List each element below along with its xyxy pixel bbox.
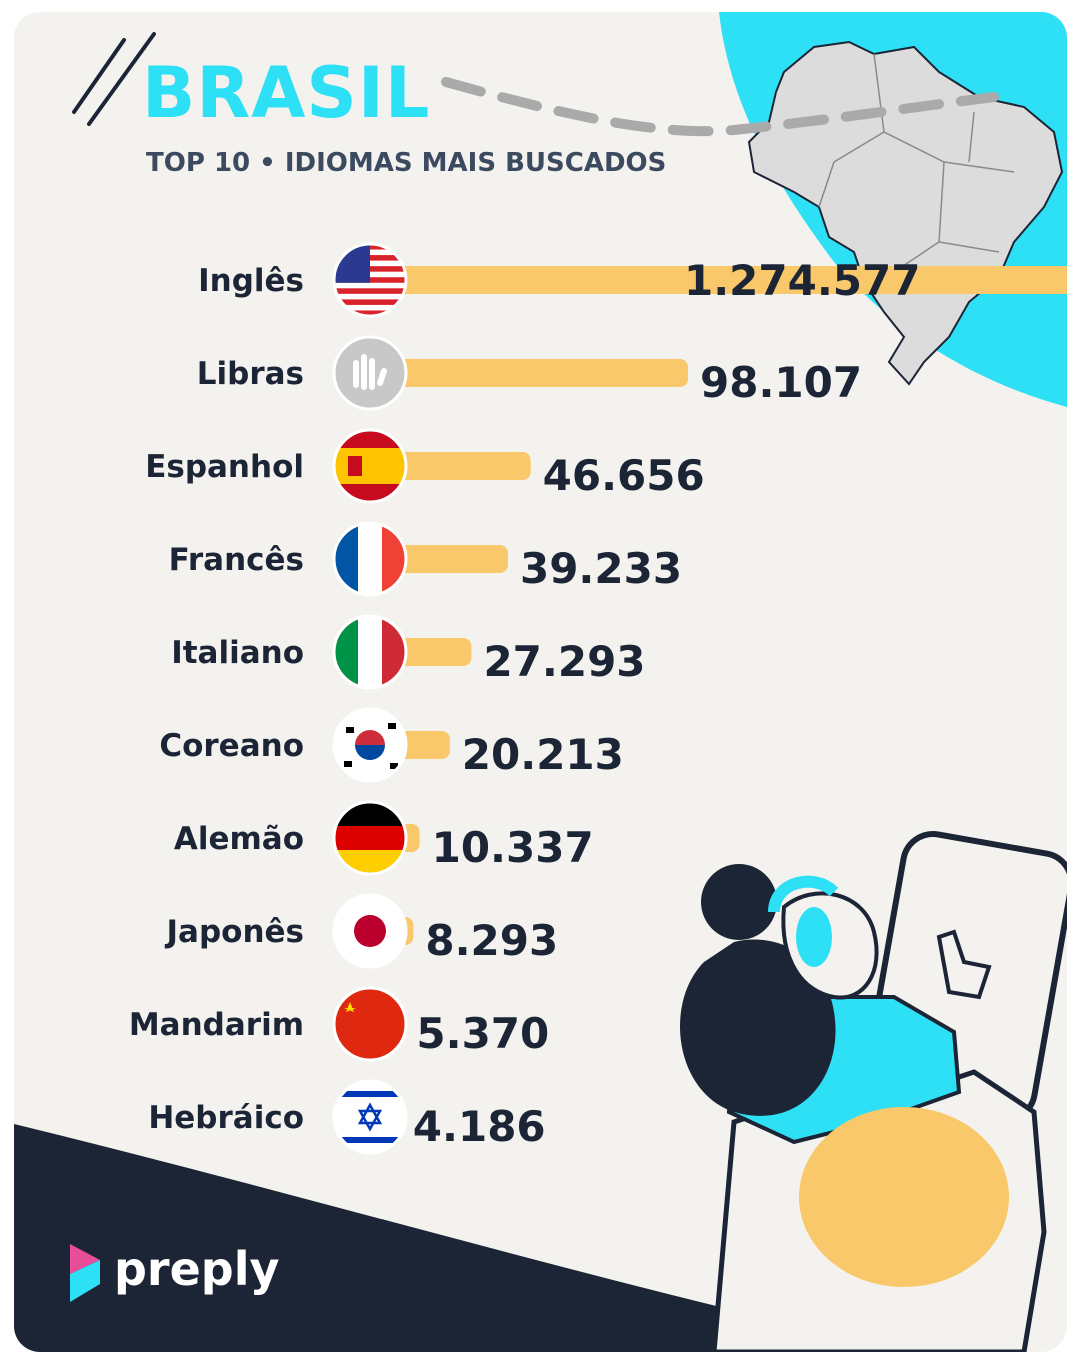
italy-flag-icon: [332, 614, 408, 690]
bar-chart: Inglês 1.274.577 Libras 98.107 Espanhol 46.65…: [129, 242, 1067, 1155]
value-label: 5.370: [416, 1009, 549, 1058]
category-label: Inglês: [198, 263, 304, 299]
background-art: [14, 12, 1067, 1352]
value-label: 10.337: [432, 823, 594, 872]
japan-flag-icon: [332, 893, 408, 969]
preply-logo-icon: [70, 1244, 100, 1302]
chart-row: Italiano 27.293: [171, 614, 646, 690]
value-label: 27.293: [483, 637, 645, 686]
category-label: Espanhol: [145, 449, 304, 485]
value-label: 46.656: [543, 451, 705, 500]
chart-row: Francês 39.233: [169, 521, 682, 597]
page-title: BRASIL: [142, 52, 431, 134]
chart-row: Espanhol 46.656: [145, 428, 705, 504]
value-label: 8.293: [425, 916, 558, 965]
chart-row: Inglês 1.274.577: [198, 242, 1067, 318]
bar: [374, 452, 531, 480]
value-label: 4.186: [413, 1102, 546, 1151]
chart-row: Alemão 10.337: [174, 800, 594, 876]
category-label: Japonês: [165, 914, 305, 950]
spain-flag-icon: [332, 428, 408, 504]
france-flag-icon: [332, 521, 408, 597]
category-label: Italiano: [171, 635, 304, 671]
value-label: 98.107: [700, 358, 862, 407]
israel-flag-icon: [332, 1079, 408, 1155]
chart-row: Japonês 8.293: [165, 893, 558, 969]
bar: [374, 359, 688, 387]
category-label: Coreano: [159, 728, 304, 764]
category-label: Francês: [169, 542, 304, 578]
chart-row: Mandarim 5.370: [129, 986, 549, 1062]
person-illustration: [680, 831, 1067, 1352]
value-label: 1.274.577: [684, 256, 920, 305]
map-state-lines: [818, 53, 1015, 273]
chart-row: Hebráico 4.186: [148, 1079, 546, 1155]
chart-row: Libras 98.107: [197, 335, 862, 411]
brand-logo-text: preply: [114, 1242, 280, 1296]
value-label: 20.213: [462, 730, 624, 779]
china-flag-icon: [332, 986, 408, 1062]
dark-wave: [14, 1124, 914, 1352]
usa-flag-icon: [332, 242, 408, 318]
germany-flag-icon: [332, 800, 408, 876]
chart-row: Coreano 20.213: [159, 707, 624, 783]
dashed-path: [441, 77, 999, 137]
korea-flag-icon: [332, 707, 408, 783]
category-label: Mandarim: [129, 1007, 304, 1043]
category-label: Hebráico: [148, 1100, 304, 1136]
value-label: 39.233: [520, 544, 682, 593]
bar: [374, 545, 508, 573]
bar: [374, 266, 1067, 294]
category-label: Libras: [197, 356, 304, 392]
page-subtitle: TOP 10 • IDIOMAS MAIS BUSCADOS: [146, 148, 667, 178]
sign-language-icon: [332, 335, 408, 411]
title-accent-lines: [72, 32, 156, 126]
brazil-map-icon: [747, 40, 1064, 386]
category-label: Alemão: [174, 821, 304, 857]
infographic-card: BRASIL TOP 10 • IDIOMAS MAIS BUSCADOS In…: [14, 12, 1067, 1352]
